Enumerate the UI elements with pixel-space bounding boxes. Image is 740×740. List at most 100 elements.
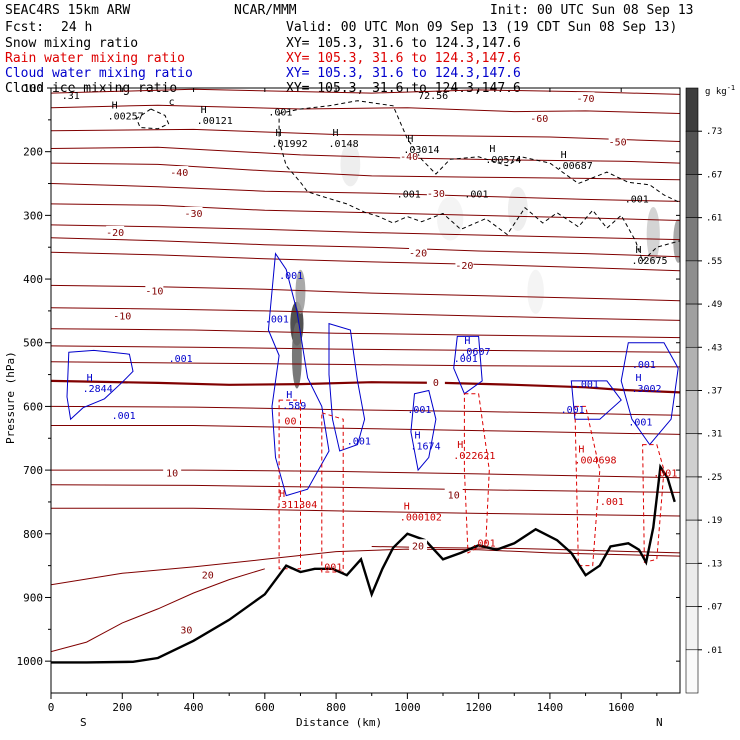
temperature-label-7: -20 [409,248,427,259]
contour-label-3: c [169,97,175,108]
fcst-label: Fcst: [5,20,44,35]
end-label-left: S [80,716,87,729]
x-tick-label-2: 400 [184,701,204,714]
temperature-label-bg-2 [608,135,627,147]
contour-label-18: 00 [284,416,296,427]
contour-label-22: .001 [653,468,677,479]
temperature-label-bg-6 [184,206,203,218]
org-title: NCAR/MMM [234,3,297,18]
temperature-label-0: -70 [577,94,595,105]
temperature-label-bg-8 [455,259,474,271]
contour-label-12: .001 [575,379,599,390]
legend-label-cloud-water: Cloud water mixing ratio [5,66,193,81]
high-marker-5: H [489,144,495,155]
temperature-label-21: 20 [202,571,214,582]
high-marker-12: H [635,373,641,384]
colorbar-swatch-6 [685,346,699,391]
temperature-contour-1 [51,104,680,114]
shading-blob-3 [673,218,680,263]
high-marker-14: H [404,502,410,513]
shading-blob-2 [295,269,306,314]
y-tick-label-1: 300 [23,209,43,222]
temperature-label-9: -20 [106,228,124,239]
high-value-16: .004698 [574,455,616,466]
y-tick-label-8: 1000 [17,655,44,668]
colorbar-swatch-12 [685,606,699,651]
model-title: SEAC4RS 15km ARW [5,3,130,18]
temperature-label-bg-0 [576,92,595,104]
plot-content: -70 -60 -50 -40 -40 -30 -30 -20 -20 -20 -10 -10 0 10 1… [51,88,680,664]
terrain-line [51,463,676,664]
temperature-label-bg-15 [426,376,445,388]
temperature-contour-12 [51,328,680,339]
high-marker-8: H [87,373,93,384]
contour-label-6: .001 [625,195,649,206]
high-value-4: .03014 [403,145,439,156]
temperature-label-bg-22 [409,539,428,551]
high-marker-1: H [201,105,207,116]
high-marker-13: H [279,489,285,500]
temperature-contour-2 [51,128,680,142]
cloud-water-contour-1 [267,252,330,497]
contour-label-5: .001 [464,190,488,201]
temperature-contour-11 [51,307,680,321]
y-tick-label-top: 100 [23,82,43,95]
high-value-1: .00121 [197,116,233,127]
x-tick-label-6: 1200 [465,701,492,714]
colorbar: .73 .67 .61 .55 .49 .43 .37 .31 .25 .19 .13 .07 .01 [685,87,722,694]
contour-label-11: .001 [454,354,478,365]
colorbar-swatch-7 [685,390,699,435]
high-value-9: .589 [282,401,306,412]
x-tick-label-8: 1600 [608,701,635,714]
high-marker-0: H [112,100,118,111]
temperature-label-bg-18 [163,466,182,478]
high-value-6: .00687 [557,161,593,172]
y-tick-label-6: 800 [23,528,43,541]
temperature-contour-17 [51,425,680,435]
temperature-contour-15 [51,379,680,394]
temperature-label-8: -20 [455,261,473,272]
high-marker-10: H [464,336,470,347]
colorbar-label-5: .43 [706,343,722,353]
high-value-5: .00574 [485,155,521,166]
high-marker-16: H [578,444,584,455]
colorbar-label-9: .19 [706,516,722,526]
contour-label-13: .001 [561,405,585,416]
temperature-contour-19 [51,484,680,493]
contour-label-16: .001 [632,360,656,371]
colorbar-swatch-3 [685,217,699,262]
temperature-contour-18 [51,469,680,479]
temperature-contour-4 [51,162,680,181]
cloud-ice-contour-1 [278,100,680,263]
shading-blob-6 [507,187,528,231]
colorbar-label-6: .37 [706,387,722,397]
x-tick-label-5: 1000 [394,701,421,714]
rain-water-contour-3 [574,405,601,567]
shading-blob-5 [436,196,464,241]
contour-label-0: .31 [62,91,80,102]
rain-water-contour-4 [642,444,665,564]
high-marker-6: H [561,150,567,161]
legend-label-rain: Rain water mixing ratio [5,51,185,66]
high-marker-2: H [276,128,282,139]
colorbar-swatch-0 [685,87,699,132]
y-tick-label-7: 900 [23,591,43,604]
valid-time: Valid: 00 UTC Mon 09 Sep 13 (19 CDT Sun … [286,20,677,35]
contour-label-21: .001 [600,497,624,508]
colorbar-swatch-8 [685,433,699,478]
legend-label-snow: Snow mixing ratio [5,36,138,51]
colorbar-swatch-1 [685,130,699,175]
colorbar-label-10: .13 [706,559,722,569]
high-marker-3: H [333,128,339,139]
contour-label-15: .001 [347,437,371,448]
contour-label-20: .001 [472,539,496,550]
colorbar-label-12: .01 [706,646,722,656]
y-tick-label-4: 600 [23,400,43,413]
temperature-contour-5 [51,183,680,202]
high-value-15: .022621 [453,451,495,462]
temperature-label-18: 10 [166,469,178,480]
temperature-contour-9 [51,224,680,241]
shading-blob-7 [527,269,544,314]
contour-label-19: .001 [318,563,342,574]
